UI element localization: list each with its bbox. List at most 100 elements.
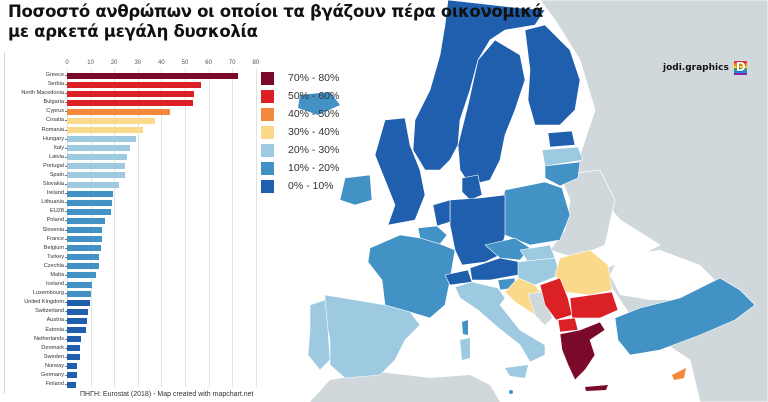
legend-swatch <box>261 180 274 193</box>
category-label: Croatia <box>45 117 64 124</box>
bar <box>67 372 78 379</box>
bar-chart: 0 10 20 30 40 50 60 70 80 Greece Serbia North Maced… <box>4 52 263 394</box>
legend-label: 20% - 30% <box>288 144 340 156</box>
map-portugal <box>307 299 331 371</box>
bar <box>67 117 156 124</box>
y-tick <box>65 329 67 331</box>
bar <box>67 299 90 306</box>
map-iceland <box>298 92 340 115</box>
bar-row: Slovakia <box>5 180 264 189</box>
category-label: Spain <box>49 171 64 178</box>
y-tick <box>65 202 67 204</box>
map-no-data-africa <box>310 372 500 402</box>
bar <box>67 363 78 370</box>
y-tick <box>65 138 67 140</box>
bar-row: Spain <box>5 171 264 180</box>
bar <box>67 199 112 206</box>
y-tick <box>65 111 67 113</box>
category-label: North Macedonia <box>21 90 64 97</box>
map-hungary <box>517 257 561 286</box>
map-north-macedonia <box>557 317 579 333</box>
legend-item: 30% - 40% <box>261 126 339 144</box>
bar <box>67 227 103 234</box>
gridline <box>232 69 234 387</box>
category-label: Iceland <box>45 281 64 288</box>
category-label: Ireland <box>46 190 64 197</box>
y-tick <box>65 320 67 322</box>
gridline <box>208 69 210 387</box>
bar <box>67 163 125 170</box>
x-tick-label: 60 <box>205 60 212 66</box>
category-label: Romania <box>41 126 64 133</box>
y-tick <box>65 102 67 104</box>
map-crete <box>585 385 608 391</box>
bar <box>67 345 81 352</box>
gridline <box>161 69 163 387</box>
legend-label: 30% - 40% <box>288 126 340 138</box>
bar <box>67 181 119 188</box>
bar-row: Croatia <box>5 116 264 125</box>
category-label: Serbia <box>47 81 64 88</box>
bar <box>67 81 201 88</box>
bar-row: France <box>5 235 264 244</box>
y-tick <box>65 75 67 76</box>
bar <box>67 217 105 224</box>
map-latvia <box>541 146 584 167</box>
category-label: Denmark <box>41 344 64 351</box>
category-label: Malta <box>50 271 64 278</box>
map-sweden <box>457 39 526 186</box>
category-label: Belgium <box>43 244 64 251</box>
category-label: Austria <box>46 317 64 324</box>
map-corsica <box>462 320 468 335</box>
legend-item: 70% - 80% <box>261 72 339 90</box>
y-tick <box>65 238 67 240</box>
y-tick <box>65 129 67 131</box>
y-tick <box>65 156 67 158</box>
bar-row: Poland <box>5 216 264 225</box>
y-tick <box>65 374 67 376</box>
bar-row: Finland <box>5 380 264 389</box>
brand-logo-icon: D <box>733 60 747 75</box>
bar-row: Iceland <box>5 280 264 289</box>
bar <box>67 327 86 334</box>
bar-row: Hungary <box>5 135 264 144</box>
map-sardinia <box>460 338 470 360</box>
map-denmark <box>461 174 483 201</box>
y-tick <box>65 229 67 231</box>
map-lithuania <box>544 161 581 187</box>
title-line-1: Ποσοστό ανθρώπων οι οποίοι τα βγάζουν πέ… <box>8 2 543 21</box>
bar <box>67 290 91 297</box>
bar-row: Malta <box>5 271 264 280</box>
bar-row: Norway <box>5 362 264 371</box>
category-label: Hungary <box>42 135 64 142</box>
bar-row: Latvia <box>5 153 264 162</box>
category-label: Finland <box>45 381 64 388</box>
brand: jodi.graphics D <box>663 60 747 75</box>
category-label: Norway <box>45 362 64 369</box>
x-tick-label: 70 <box>228 60 236 66</box>
legend-swatch <box>261 72 274 85</box>
bar-row: Luxembourg <box>5 289 264 298</box>
map-cyprus <box>672 368 686 380</box>
map-greece <box>559 321 606 381</box>
category-label: Turkey <box>47 253 64 260</box>
bar-row: Bulgaria <box>5 98 264 107</box>
x-tick-label: 0 <box>65 60 69 66</box>
x-tick-label: 30 <box>134 60 142 66</box>
x-tick-label: 40 <box>158 60 165 66</box>
map-romania <box>554 249 613 296</box>
category-label: Netherlands <box>33 335 64 342</box>
map-france <box>367 234 456 319</box>
bar-row: Estonia <box>5 326 264 335</box>
legend-item: 40% - 50% <box>261 108 339 126</box>
bar-row: EU28 <box>5 207 264 216</box>
y-tick <box>65 193 67 195</box>
bar-row: Czechia <box>5 262 264 271</box>
map-no-data-balkans <box>525 290 552 325</box>
bar-row: Romania <box>5 126 264 135</box>
bar-row: Ireland <box>5 189 264 198</box>
source-note: ΠΗΓΗ: Eurostat (2018) - Map created with… <box>80 391 254 398</box>
y-tick <box>65 347 67 349</box>
y-tick <box>65 184 67 186</box>
